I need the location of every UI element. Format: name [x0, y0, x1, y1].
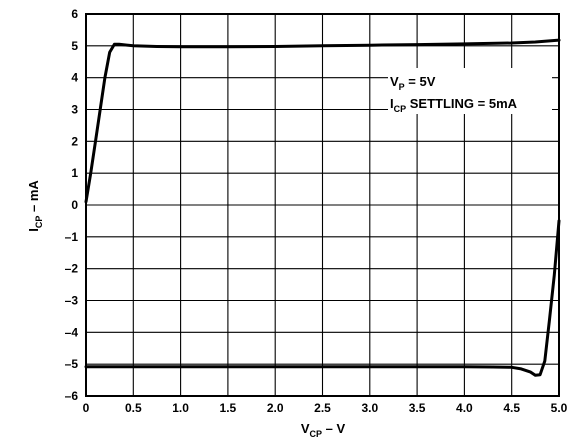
x-tick-label: 0	[83, 401, 90, 415]
y-tick-label: 3	[71, 103, 78, 117]
y-tick-label: 2	[71, 134, 78, 148]
x-tick-label: 4.5	[503, 401, 520, 415]
annotation-box	[388, 68, 552, 114]
x-tick-label: 5.0	[551, 401, 568, 415]
x-tick-label: 4.0	[456, 401, 473, 415]
y-tick-label: 4	[71, 71, 78, 85]
x-tick-label: 2.0	[267, 401, 284, 415]
y-axis-label: ICP – mA	[26, 180, 44, 232]
x-tick-label: 0.5	[125, 401, 142, 415]
x-tick-labels: 0 0.5 1.0 1.5 2.0 2.5 3.0 3.5 4.0 4.5 5.0	[83, 401, 568, 415]
annotation-icp-settling: ICP SETTLING = 5mA	[390, 96, 518, 114]
y-tick-label: 6	[71, 7, 78, 21]
y-tick-label: –3	[65, 294, 79, 308]
y-tick-label: –1	[65, 230, 79, 244]
y-tick-label: –4	[65, 325, 79, 339]
x-tick-label: 1.0	[172, 401, 189, 415]
x-tick-label: 1.5	[220, 401, 237, 415]
y-tick-label: –6	[65, 389, 79, 403]
y-tick-label: 5	[71, 39, 78, 53]
series-line-1	[84, 38, 561, 204]
series-line-2	[84, 219, 561, 377]
plot-frame	[85, 13, 560, 397]
y-tick-label: –5	[65, 357, 79, 371]
annotation-vp: VP = 5V	[390, 74, 436, 92]
x-tick-label: 3.0	[361, 401, 378, 415]
y-tick-label: 0	[71, 198, 78, 212]
x-tick-label: 2.5	[314, 401, 331, 415]
y-tick-label: 1	[71, 166, 78, 180]
y-tick-label: –2	[65, 262, 79, 276]
x-axis-label: VCP – V	[301, 421, 346, 439]
series-layer	[84, 38, 561, 377]
y-tick-labels: –6 –5 –4 –3 –2 –1 0 1 2 3 4 5 6	[65, 7, 79, 403]
x-tick-label: 3.5	[409, 401, 426, 415]
